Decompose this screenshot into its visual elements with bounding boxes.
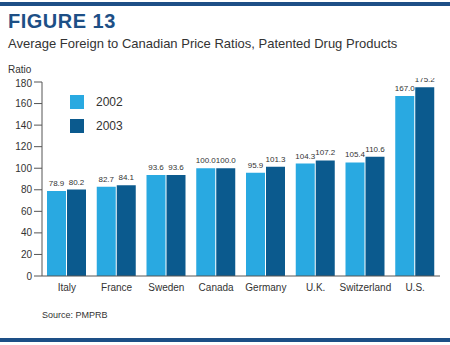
svg-text:107.2: 107.2 [315, 148, 336, 157]
html-text:2002: 2002 [96, 95, 123, 109]
svg-text:167.0: 167.0 [395, 84, 416, 93]
svg-text:105.4: 105.4 [345, 150, 366, 159]
html-text:FIGURE 13: FIGURE 13 [8, 10, 116, 32]
svg-text:101.3: 101.3 [265, 155, 286, 164]
svg-text:Canada: Canada [199, 282, 234, 293]
svg-text:93.6: 93.6 [168, 163, 184, 172]
svg-text:Germany: Germany [245, 282, 286, 293]
svg-text:78.9: 78.9 [49, 179, 65, 188]
svg-text:110.6: 110.6 [365, 145, 385, 154]
svg-text:80.2: 80.2 [69, 178, 85, 187]
svg-text:Italy: Italy [58, 282, 76, 293]
svg-text:U.K.: U.K. [306, 282, 325, 293]
svg-text:20: 20 [21, 249, 33, 260]
svg-text:60: 60 [21, 206, 33, 217]
svg-text:120: 120 [15, 141, 32, 152]
svg-text:Sweden: Sweden [148, 282, 184, 293]
svg-text:Switzerland: Switzerland [340, 282, 392, 293]
svg-text:France: France [101, 282, 133, 293]
svg-text:0: 0 [26, 271, 32, 282]
svg-text:160: 160 [15, 98, 32, 109]
svg-text:40: 40 [21, 227, 33, 238]
svg-text:100.0: 100.0 [216, 156, 237, 165]
html-text:2003: 2003 [96, 119, 123, 133]
html-text:Source: PMPRB: Source: PMPRB [42, 310, 108, 320]
html-text:Ratio: Ratio [8, 64, 32, 75]
svg-text:U.S.: U.S. [405, 282, 424, 293]
svg-text:104.3: 104.3 [295, 152, 316, 161]
html-text:Average Foreign to Canadian Pr: Average Foreign to Canadian Price Ratios… [8, 36, 398, 51]
svg-text:175.2: 175.2 [415, 78, 436, 84]
svg-text:82.7: 82.7 [98, 175, 114, 184]
svg-text:93.6: 93.6 [148, 163, 164, 172]
svg-text:80: 80 [21, 184, 33, 195]
svg-text:100.0: 100.0 [196, 156, 217, 165]
svg-text:95.9: 95.9 [248, 161, 264, 170]
svg-text:140: 140 [15, 120, 32, 131]
svg-text:100: 100 [15, 163, 32, 174]
svg-text:180: 180 [15, 78, 32, 89]
svg-text:84.1: 84.1 [118, 173, 134, 182]
